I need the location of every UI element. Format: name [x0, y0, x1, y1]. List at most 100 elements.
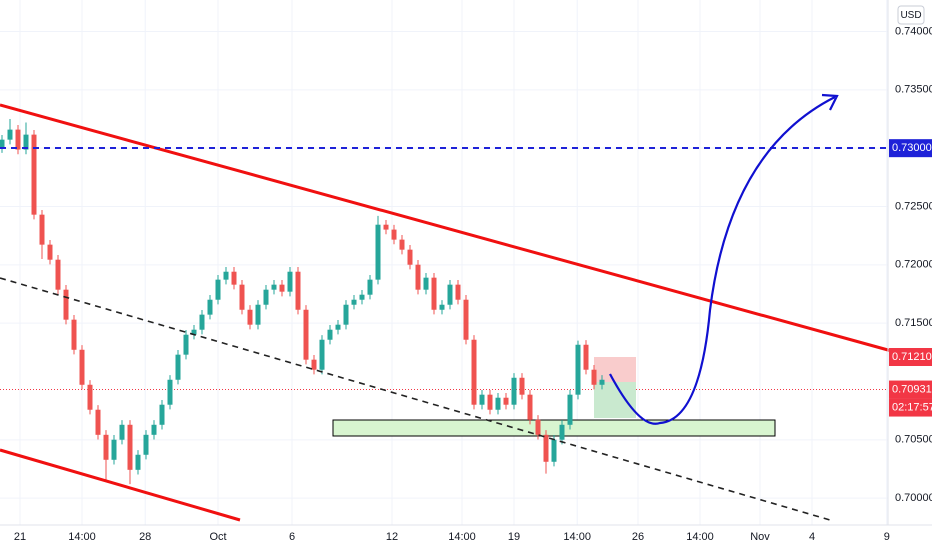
- x-tick-label: 6: [289, 531, 295, 543]
- candle-body: [183, 334, 189, 355]
- currency-box[interactable]: [897, 5, 925, 25]
- candle-body: [551, 439, 557, 462]
- candle-body: [55, 259, 61, 290]
- y-tick-label: 0.70000: [895, 492, 932, 504]
- candle-body: [495, 397, 501, 410]
- candle-body: [591, 369, 597, 385]
- candle-body: [103, 434, 109, 460]
- x-tick-label: 12: [386, 531, 398, 543]
- candle-body: [423, 277, 429, 290]
- candle-body: [47, 244, 53, 260]
- candle-body: [575, 344, 581, 395]
- candle-body: [71, 319, 77, 350]
- x-tick-label: Nov: [750, 531, 770, 543]
- support-zone: [332, 419, 776, 437]
- candle-body: [399, 239, 405, 250]
- candle-body: [487, 394, 493, 410]
- candle-body: [135, 454, 141, 470]
- candle-body: [175, 354, 181, 380]
- dashed-trendline: [0, 277, 831, 521]
- price-label: 0.70931: [892, 383, 932, 395]
- candle-body: [0, 139, 5, 149]
- x-tick-label: 14:00: [563, 531, 591, 543]
- candle-body: [167, 379, 173, 405]
- candle-body: [511, 377, 517, 405]
- candle-body: [375, 224, 381, 280]
- candle-body: [479, 394, 485, 405]
- candle-body: [31, 134, 37, 215]
- price-label-box: [889, 348, 932, 366]
- candle-body: [207, 299, 213, 315]
- candle-body: [455, 284, 461, 300]
- countdown-box: [889, 398, 932, 417]
- y-tick-label: 0.72500: [895, 200, 932, 212]
- candle-body: [407, 249, 413, 265]
- candles: [0, 119, 605, 485]
- candle-body: [311, 359, 317, 370]
- candle-body: [447, 284, 453, 305]
- candle-body: [159, 404, 165, 425]
- candle-body: [503, 397, 509, 405]
- x-tick-label: 28: [139, 531, 151, 543]
- x-tick-label: 9: [884, 531, 890, 543]
- candle-body: [287, 271, 293, 292]
- price-label: 0.71210: [892, 351, 932, 363]
- candle-body: [87, 384, 93, 410]
- candle-body: [319, 339, 325, 370]
- candle-body: [567, 394, 573, 425]
- drawings-back: [332, 357, 776, 437]
- candle-body: [223, 271, 229, 280]
- candle-body: [23, 134, 29, 150]
- candle-body: [239, 284, 245, 310]
- candle-body: [199, 314, 205, 330]
- candle-body: [271, 284, 277, 290]
- candle-body: [295, 271, 301, 310]
- lower-trendline: [0, 448, 241, 522]
- stop-zone: [594, 357, 636, 382]
- candle-body: [559, 424, 565, 440]
- candle-body: [143, 434, 149, 455]
- price-label: 0.73000: [892, 142, 932, 154]
- candle-body: [327, 329, 333, 340]
- candle-body: [7, 129, 13, 140]
- candle-body: [279, 284, 285, 292]
- y-tick-label: 0.74000: [895, 25, 932, 37]
- candle-body: [383, 224, 389, 230]
- x-tick-label: 26: [632, 531, 644, 543]
- candle-body: [351, 299, 357, 305]
- projection-arrowhead: [821, 93, 839, 111]
- candle-body: [415, 264, 421, 290]
- upper-trendline: [0, 103, 889, 352]
- y-tick-label: 0.72000: [895, 259, 932, 271]
- candle-body: [111, 439, 117, 460]
- x-tick-label: 4: [809, 531, 815, 543]
- candle-body: [439, 304, 445, 310]
- candle-body: [583, 344, 589, 370]
- candle-body: [599, 379, 605, 385]
- x-tick-label: 14:00: [686, 531, 714, 543]
- candle-body: [303, 309, 309, 360]
- candle-body: [343, 304, 349, 325]
- candle-body: [471, 339, 477, 405]
- candle-body: [79, 349, 85, 385]
- candle-body: [255, 304, 261, 325]
- candle-body: [39, 214, 45, 245]
- candle-body: [463, 299, 469, 340]
- candle-body: [535, 419, 541, 435]
- candle-body: [359, 294, 365, 300]
- price-label-box: [889, 380, 932, 399]
- countdown: 02:17:57: [892, 401, 932, 413]
- x-tick-label: 19: [508, 531, 520, 543]
- candle-body: [367, 279, 373, 295]
- candle-body: [391, 229, 397, 240]
- x-tick-label: 14:00: [68, 531, 96, 543]
- candle-body: [247, 309, 253, 325]
- candle-body: [431, 277, 437, 310]
- currency: USD: [900, 10, 921, 21]
- candle-body: [127, 424, 133, 470]
- y-tick-label: 0.73500: [895, 84, 932, 96]
- candle-body: [191, 329, 197, 335]
- price-label-box: [889, 139, 932, 158]
- axes: 0.74000 0.73500 0.73000 0.72500 0.72000 0.715…: [14, 25, 932, 543]
